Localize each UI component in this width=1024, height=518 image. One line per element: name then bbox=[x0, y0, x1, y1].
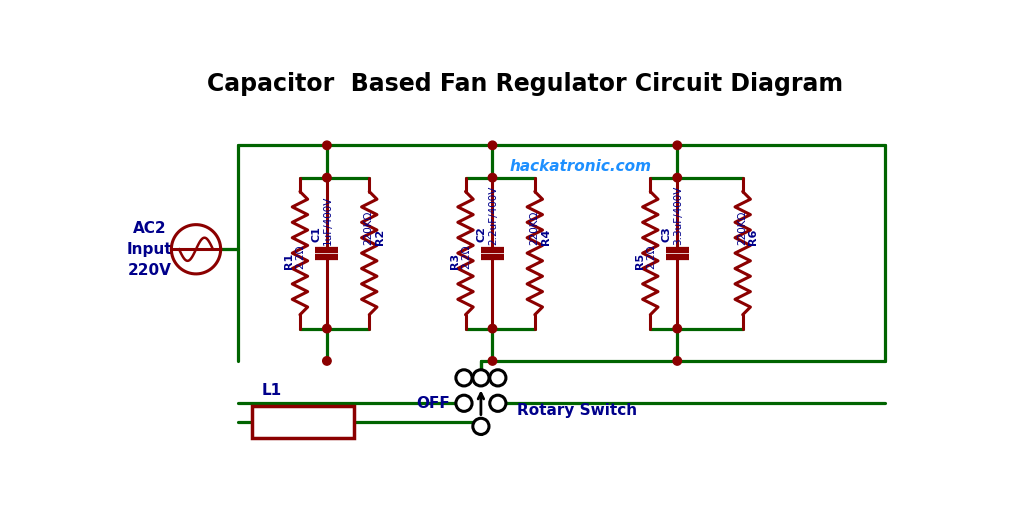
Circle shape bbox=[488, 174, 497, 182]
Text: Rotary Switch: Rotary Switch bbox=[517, 404, 638, 419]
Text: hackatronic.com: hackatronic.com bbox=[510, 160, 652, 175]
Circle shape bbox=[323, 357, 331, 365]
Text: AC2
Input
220V: AC2 Input 220V bbox=[127, 221, 173, 278]
Circle shape bbox=[489, 395, 506, 411]
Text: R1: R1 bbox=[285, 252, 294, 268]
Circle shape bbox=[673, 357, 682, 365]
Text: load: load bbox=[286, 413, 321, 431]
Text: Capacitor  Based Fan Regulator Circuit Diagram: Capacitor Based Fan Regulator Circuit Di… bbox=[207, 71, 843, 96]
Text: C1: C1 bbox=[311, 226, 322, 241]
Text: 220KΩ: 220KΩ bbox=[364, 211, 374, 246]
Text: 3.3uF/400V: 3.3uF/400V bbox=[673, 186, 683, 246]
Text: 2.2uF/400V: 2.2uF/400V bbox=[488, 186, 499, 246]
Text: OFF: OFF bbox=[416, 396, 450, 411]
Text: R3: R3 bbox=[450, 252, 460, 268]
Circle shape bbox=[323, 324, 331, 333]
Circle shape bbox=[673, 174, 682, 182]
Text: R6: R6 bbox=[749, 229, 759, 246]
Circle shape bbox=[489, 370, 506, 386]
FancyBboxPatch shape bbox=[252, 406, 354, 438]
Circle shape bbox=[323, 174, 331, 182]
Circle shape bbox=[673, 324, 682, 333]
Text: C2: C2 bbox=[477, 226, 486, 241]
Text: R2: R2 bbox=[375, 229, 385, 246]
Text: 1uF/400V: 1uF/400V bbox=[323, 196, 333, 246]
Circle shape bbox=[488, 324, 497, 333]
Text: 2.2Ω: 2.2Ω bbox=[646, 244, 656, 268]
Text: R5: R5 bbox=[635, 252, 644, 268]
Circle shape bbox=[673, 141, 682, 150]
Circle shape bbox=[456, 370, 472, 386]
Text: 2.2Ω: 2.2Ω bbox=[461, 244, 471, 268]
Circle shape bbox=[488, 357, 497, 365]
Text: 220KΩ: 220KΩ bbox=[529, 211, 539, 246]
Text: C3: C3 bbox=[662, 226, 672, 241]
Text: 220KΩ: 220KΩ bbox=[737, 211, 746, 246]
Circle shape bbox=[456, 395, 472, 411]
Circle shape bbox=[488, 141, 497, 150]
Circle shape bbox=[473, 419, 489, 435]
Circle shape bbox=[323, 141, 331, 150]
Text: 2.2Ω: 2.2Ω bbox=[296, 244, 306, 268]
Text: R4: R4 bbox=[541, 229, 551, 246]
Circle shape bbox=[473, 370, 489, 386]
Text: L1: L1 bbox=[261, 383, 282, 398]
